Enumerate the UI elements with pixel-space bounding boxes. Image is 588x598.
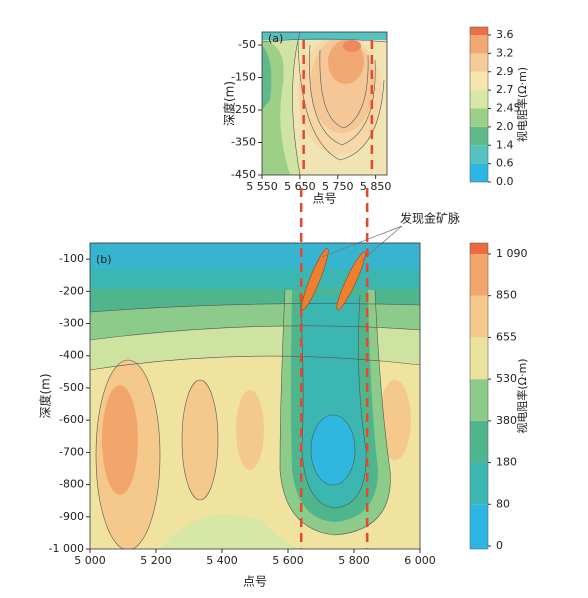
contour-fill xyxy=(160,514,300,549)
colorbar-label: 视电阻率(Ω·m) xyxy=(515,67,529,142)
contour-fill xyxy=(343,40,361,52)
x-tick-label: 5 600 xyxy=(272,554,304,567)
x-tick-label: 5 550 xyxy=(246,180,278,193)
contour-line xyxy=(310,414,356,486)
colorbar-segment xyxy=(470,337,488,380)
contour-line xyxy=(90,355,420,371)
ore-vein xyxy=(336,251,366,311)
contour-fill xyxy=(311,415,355,485)
y-tick-label: -350 xyxy=(231,136,256,149)
colorbar-segment xyxy=(470,90,488,109)
plot-frame xyxy=(261,31,388,176)
y-tick-label: -700 xyxy=(59,445,84,458)
annotation: 发现金矿脉 xyxy=(400,211,460,226)
y-tick-label: -600 xyxy=(59,413,84,426)
x-tick-label: 5 200 xyxy=(140,554,172,567)
colorbar-tick-label: 0 xyxy=(496,539,503,552)
y-tick-label: -800 xyxy=(59,478,84,491)
colorbar-segment xyxy=(470,145,488,164)
y-tick-label: -300 xyxy=(59,317,84,330)
colorbar-tick-label: 0.6 xyxy=(496,157,514,170)
contour-fill xyxy=(182,380,218,500)
x-tick-label: 5 650 xyxy=(284,180,316,193)
colorbar-segment xyxy=(470,420,488,463)
colorbar-segment xyxy=(470,71,488,91)
y-tick-label: -150 xyxy=(231,71,256,84)
colorbar-tick-label: 3.2 xyxy=(496,46,514,59)
colorbar-tick-label: 850 xyxy=(496,289,517,302)
colorbar-segment xyxy=(470,108,488,127)
panel-label: (b) xyxy=(96,253,112,266)
colorbar-segment xyxy=(470,253,488,296)
colorbar-tick-label: 180 xyxy=(496,456,517,469)
colorbar-segment xyxy=(470,126,488,146)
contour-field-b xyxy=(90,243,420,549)
y-axis-label: 深度(m) xyxy=(222,81,237,126)
contour-fill xyxy=(379,380,411,460)
colorbar-segment xyxy=(470,504,488,549)
colorbar-tick-label: 2.45 xyxy=(496,102,521,115)
plot-frame xyxy=(89,242,421,550)
colorbar-segment xyxy=(470,35,488,54)
contour-line xyxy=(292,32,301,175)
contour-fill xyxy=(262,32,387,40)
contour-line xyxy=(181,379,219,501)
colorbar-tick-label: 1.4 xyxy=(496,138,514,151)
contour-fill xyxy=(90,269,420,289)
x-tick-label: 5 400 xyxy=(206,554,238,567)
x-tick-label: 5 800 xyxy=(338,554,370,567)
contour-fill xyxy=(90,243,420,269)
contour-fill xyxy=(236,390,264,470)
contour-line xyxy=(90,325,420,341)
colorbar-segment xyxy=(470,243,488,254)
contour-fill xyxy=(262,45,272,110)
colorbar-segment xyxy=(470,295,488,338)
contour-line xyxy=(299,294,367,509)
colorbar-label: 视电阻率(Ω·m) xyxy=(515,358,529,433)
panel-label: (a) xyxy=(268,32,283,45)
y-axis-label: 深度(m) xyxy=(38,373,53,418)
colorbar-tick-label: 2.7 xyxy=(496,83,514,96)
colorbar-tick-label: 0.0 xyxy=(496,175,514,188)
y-tick-label: -200 xyxy=(59,284,84,297)
y-tick-label: -1 000 xyxy=(49,542,84,555)
colorbar-tick-label: 1 090 xyxy=(496,247,528,260)
y-tick-label: -900 xyxy=(59,510,84,523)
colorbar-segment xyxy=(470,27,488,35)
contour-field-a xyxy=(262,32,387,175)
x-tick-label: 6 000 xyxy=(404,554,436,567)
y-tick-label: -250 xyxy=(231,103,256,116)
y-tick-label: -50 xyxy=(238,38,256,51)
contour-line xyxy=(279,289,391,536)
colorbar-tick-label: 530 xyxy=(496,372,517,385)
colorbar-tick-label: 80 xyxy=(496,497,510,510)
colorbar-tick-label: 2.0 xyxy=(496,120,514,133)
colorbar-segment xyxy=(470,379,488,421)
y-tick-label: -500 xyxy=(59,381,84,394)
y-tick-label: -450 xyxy=(231,168,256,181)
ore-vein xyxy=(301,248,329,310)
x-tick-label: 5 000 xyxy=(74,554,106,567)
colorbar-tick-label: 2.9 xyxy=(496,65,514,78)
x-axis-label: 点号 xyxy=(312,192,336,206)
colorbar-segment xyxy=(470,53,488,72)
contour-line xyxy=(319,49,369,129)
x-axis-label: 点号 xyxy=(243,575,267,589)
contour-fill xyxy=(102,385,138,495)
colorbar-segment xyxy=(470,462,488,505)
colorbar-tick-label: 3.6 xyxy=(496,28,514,41)
colorbar-tick-label: 380 xyxy=(496,414,517,427)
leader-line xyxy=(321,225,403,258)
y-tick-label: -400 xyxy=(59,349,84,362)
y-tick-label: -100 xyxy=(59,252,84,265)
contour-line xyxy=(309,44,376,146)
colorbar-frame xyxy=(469,242,489,550)
colorbar-tick-label: 655 xyxy=(496,330,517,343)
contour-line xyxy=(95,359,161,549)
x-tick-label: 5 750 xyxy=(322,180,354,193)
colorbar-segment xyxy=(470,163,488,182)
colorbar-frame xyxy=(469,26,489,183)
x-tick-label: 5 850 xyxy=(360,180,392,193)
